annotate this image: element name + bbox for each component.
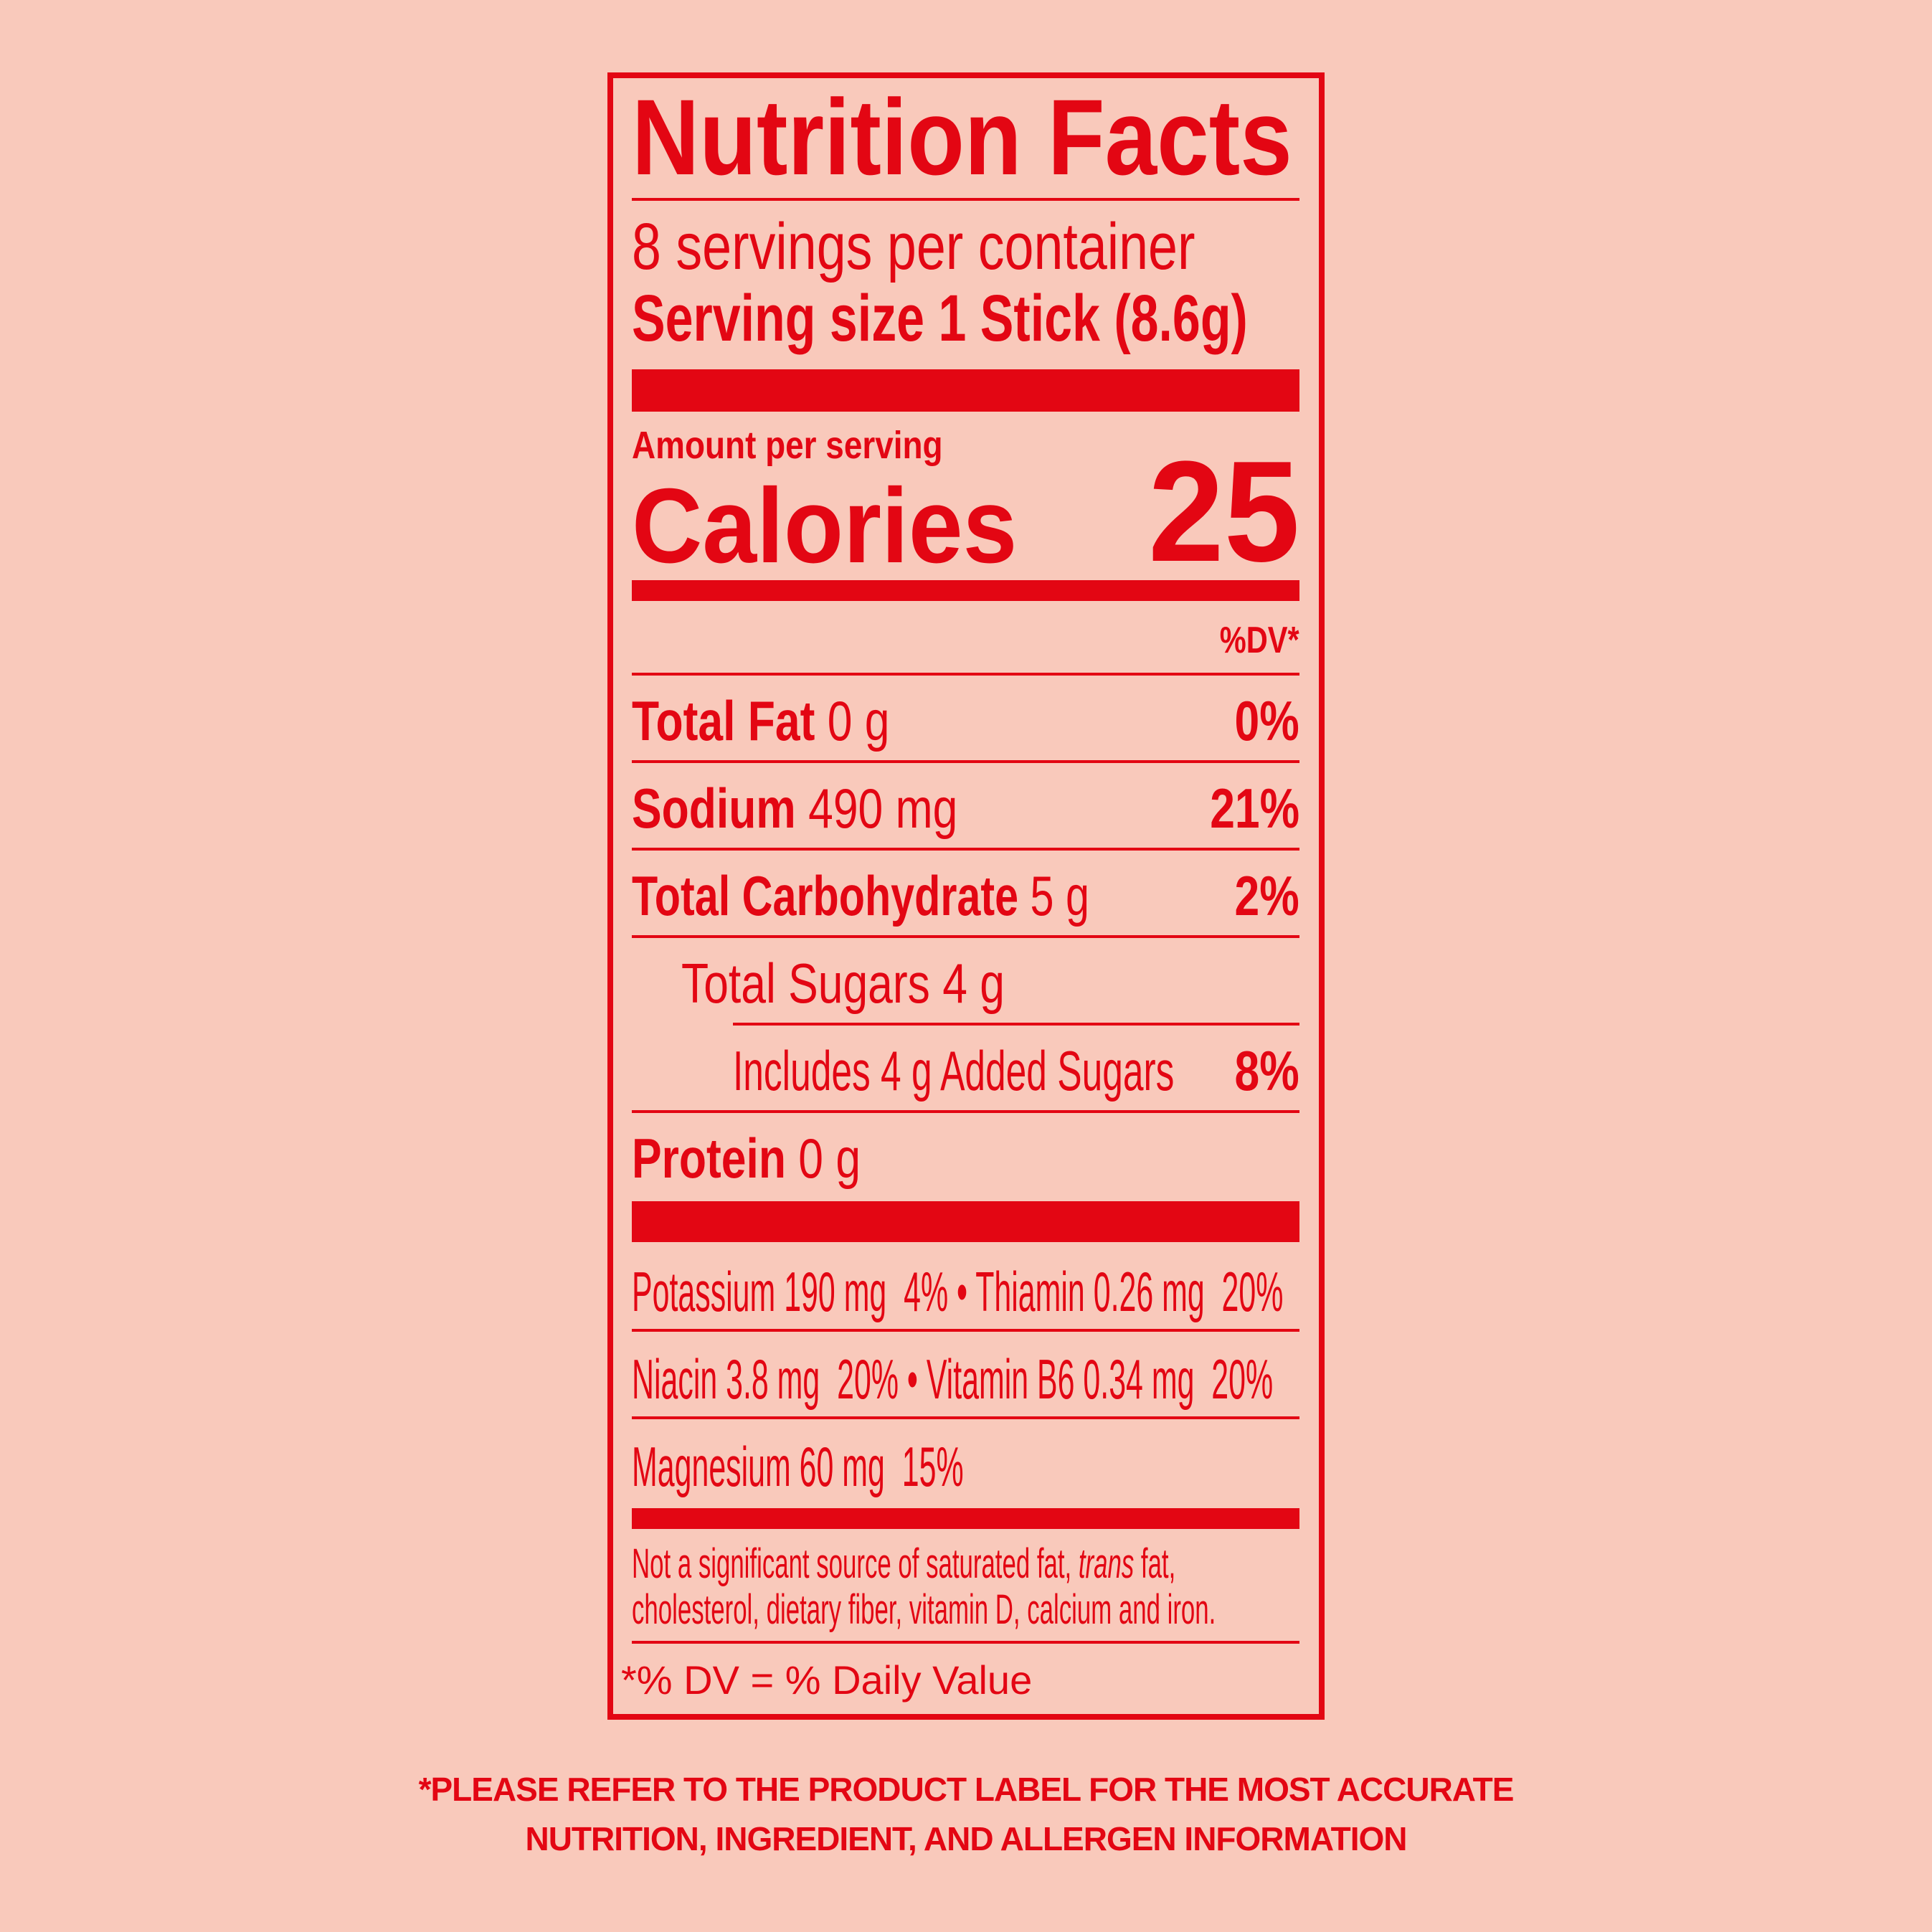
disclaimer-line-1: *PLEASE REFER TO THE PRODUCT LABEL FOR T… xyxy=(418,1771,1515,1808)
dv-total-carbohydrate: 2% xyxy=(1234,864,1299,927)
footnote-line-1: Not a significant source of saturated fa… xyxy=(632,1540,1176,1587)
divider xyxy=(632,198,1299,201)
label-title: Nutrition Facts xyxy=(632,77,1292,197)
disclaimer-line-2: NUTRITION, INGREDIENT, AND ALLERGEN INFO… xyxy=(525,1820,1407,1857)
calories-value: 25 xyxy=(1147,432,1299,592)
divider xyxy=(632,760,1299,763)
vitamins-row-1: Potassium 190 mg 4% • Thiamin 0.26 mg 20… xyxy=(632,1260,1284,1323)
divider xyxy=(632,1329,1299,1332)
nutrient-total-carbohydrate: Total Carbohydrate 5 g xyxy=(632,864,1089,927)
vitamins-row-2: Niacin 3.8 mg 20% • Vitamin B6 0.34 mg 2… xyxy=(632,1348,1274,1411)
nutrient-total-fat: Total Fat 0 g xyxy=(632,689,890,752)
thick-bar xyxy=(632,369,1299,412)
divider xyxy=(632,848,1299,851)
dv-total-fat: 0% xyxy=(1234,689,1299,752)
nutrient-total-sugars: Total Sugars 4 g xyxy=(681,952,1005,1015)
divider xyxy=(632,1110,1299,1113)
vitamins-row-3: Magnesium 60 mg 15% xyxy=(632,1435,964,1498)
divider xyxy=(632,673,1299,676)
dv-sodium: 21% xyxy=(1210,777,1299,840)
calories-label: Calories xyxy=(632,467,1018,585)
amount-per-serving: Amount per serving xyxy=(632,424,943,467)
medium-bar xyxy=(632,1508,1299,1529)
nutrition-facts-label xyxy=(607,72,1325,1720)
divider xyxy=(632,1641,1299,1644)
nutrient-protein: Protein 0 g xyxy=(632,1127,861,1190)
divider xyxy=(632,1416,1299,1419)
dv-header: %DV* xyxy=(1220,620,1299,661)
footnote-line-2: cholesterol, dietary fiber, vitamin D, c… xyxy=(632,1586,1216,1633)
thick-bar xyxy=(632,1201,1299,1242)
serving-size: Serving size 1 Stick (8.6g) xyxy=(632,282,1248,355)
divider xyxy=(632,935,1299,938)
divider xyxy=(733,1023,1299,1026)
nutrient-added-sugars: Includes 4 g Added Sugars xyxy=(733,1039,1175,1102)
servings-per-container: 8 servings per container xyxy=(632,210,1195,283)
dv-added-sugars: 8% xyxy=(1234,1039,1299,1102)
nutrient-sodium: Sodium 490 mg xyxy=(632,777,958,840)
medium-bar xyxy=(632,580,1299,601)
dv-definition: *% DV = % Daily Value xyxy=(621,1657,1033,1703)
